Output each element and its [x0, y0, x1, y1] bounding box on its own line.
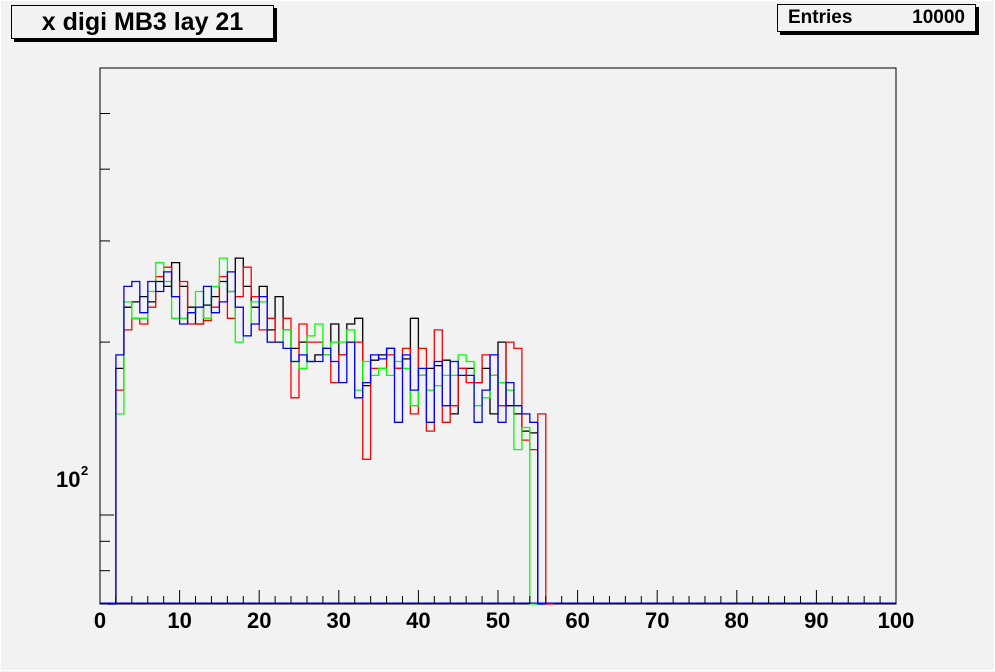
- histogram-series-3: [108, 257, 538, 605]
- x-tick-label: 0: [94, 608, 106, 633]
- histogram-title: x digi MB3 lay 21: [41, 7, 244, 36]
- x-tick-label: 20: [247, 608, 271, 633]
- y-tick-label-100: 10 2: [56, 463, 88, 492]
- x-tick-label: 50: [486, 608, 510, 633]
- x-tick-label: 30: [327, 608, 351, 633]
- y-tick-label-base: 10: [56, 467, 80, 492]
- stats-entries-value: 10000: [912, 7, 965, 28]
- x-tick-label: 80: [725, 608, 749, 633]
- y-tick-label-exponent: 2: [81, 463, 88, 478]
- x-tick-label: 10: [167, 608, 191, 633]
- x-tick-label: 100: [878, 608, 915, 633]
- x-tick-label: 90: [804, 608, 828, 633]
- histogram-series-4: [108, 271, 546, 605]
- plot-frame: [99, 67, 897, 605]
- x-tick-label: 60: [565, 608, 589, 633]
- x-tick-label: 70: [645, 608, 669, 633]
- stats-entries-label: Entries: [788, 7, 853, 28]
- x-tick-label: 40: [406, 608, 430, 633]
- stats-box: Entries 10000: [777, 4, 976, 32]
- histogram-title-box: x digi MB3 lay 21: [11, 5, 274, 39]
- axis-layer: 0 10 20 30 40 50 60 70 80 90 100: [94, 67, 915, 633]
